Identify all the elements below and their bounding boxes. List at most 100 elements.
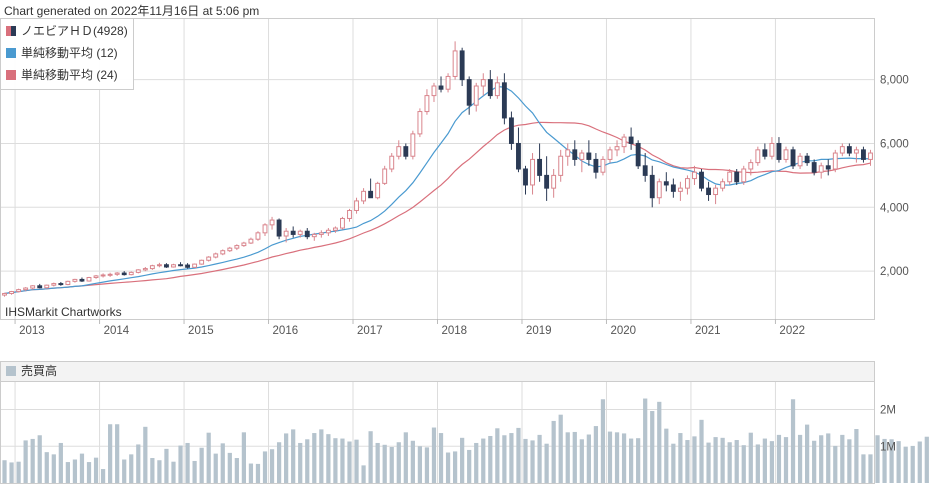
candle-up [853,146,859,163]
candle-body [811,162,817,173]
candle-up [410,130,416,160]
year-label: 2016 [273,325,299,337]
candle-body [713,187,719,196]
candle-up [839,143,845,157]
candle-up-swatch [6,26,11,36]
volume-bar [593,426,599,483]
candle-down-swatch [11,26,16,36]
volume-bar [23,440,28,483]
volume-bar [664,428,669,483]
volume-bar [368,431,373,483]
volume-bar [227,452,232,483]
candle-up [473,82,479,112]
volume-bar [30,438,35,483]
candle-up [389,153,395,173]
candle-body [466,79,472,106]
candle-body [375,182,381,199]
candle-body [523,168,528,186]
volume-bar [157,460,162,483]
candle-up [565,143,571,166]
candle-down [403,143,409,160]
volume-legend-bar [0,361,875,382]
volume-bar [284,433,289,483]
candle-up [713,184,719,205]
candle-body [44,284,50,289]
candle-up [684,175,690,195]
legend-item-ma24[interactable]: 単純移動平均 (24) [6,68,118,82]
candle-up [44,284,50,289]
volume-bar [741,445,746,483]
volume-bar [86,462,92,483]
candle-up [452,41,458,80]
candle-body [93,275,99,279]
volume-bar [861,454,866,483]
volume-bar [720,437,725,483]
candle-body [311,233,317,238]
candle-up [614,140,620,157]
candle-up [347,208,352,222]
year-label: 2014 [104,325,130,337]
candle-body [79,278,85,282]
legend-item-ma12[interactable]: 単純移動平均 (12) [6,46,118,60]
candle-up [396,140,402,160]
candle-body [354,200,359,211]
candle-up [600,156,606,176]
year-axis-labels: 2013 2014 2015 2016 2017 2018 2019 2020 2021 2022 [19,325,805,337]
candle-body [438,85,444,90]
candle-up [149,264,155,270]
candle-body [100,274,106,277]
volume-bar [340,438,345,483]
candle-body [684,178,690,189]
volume-bar [361,465,366,483]
volume-legend-label[interactable]: 売買高 [21,363,57,378]
volume-bar [868,454,873,483]
candle-up [297,229,303,238]
candle-body [220,250,226,255]
candle-up [677,181,683,201]
volume-tick-label: 1M [880,441,896,453]
candle-up [692,165,697,185]
volume-bar [269,449,275,483]
candle-up [142,266,148,272]
candle-body [199,259,205,265]
candle-body [107,273,113,276]
volume-bar [678,433,683,483]
candle-body [65,280,71,286]
candle-up [220,249,226,256]
candle-down [572,140,578,166]
candle-body [206,256,212,261]
candle-up [72,278,78,283]
volume-bar [51,454,56,483]
candle-body [586,152,592,160]
candle-body [149,265,155,270]
legend-item-stock[interactable]: ノエビアＨＤ(4928) [6,24,128,38]
volume-bar [523,438,528,483]
candle-up [424,89,430,115]
candle-body [30,285,36,289]
candle-body [600,158,606,173]
volume-tick-label: 2M [880,405,896,417]
volume-bar [16,461,21,483]
volume-bar [896,441,901,483]
volume-bar [805,424,810,483]
volume-bar [122,459,127,483]
candle-body [783,149,789,160]
volume-bar [776,434,782,483]
candle-up [382,165,388,185]
candle-body [23,287,29,291]
volume-bar [150,458,155,483]
price-tick-label: 2,000 [880,266,909,278]
volume-bar [298,442,303,483]
candle-body [417,111,423,135]
candle-up [445,73,451,93]
candle-down [438,76,444,93]
price-tick-label: 8,000 [880,75,909,87]
volume-bar [248,463,254,483]
volume-bar [509,433,514,483]
candle-up [332,226,338,233]
volume-bar [819,435,824,483]
candle-down [487,70,493,99]
volume-bar [537,434,542,483]
volume-bar [657,401,662,483]
